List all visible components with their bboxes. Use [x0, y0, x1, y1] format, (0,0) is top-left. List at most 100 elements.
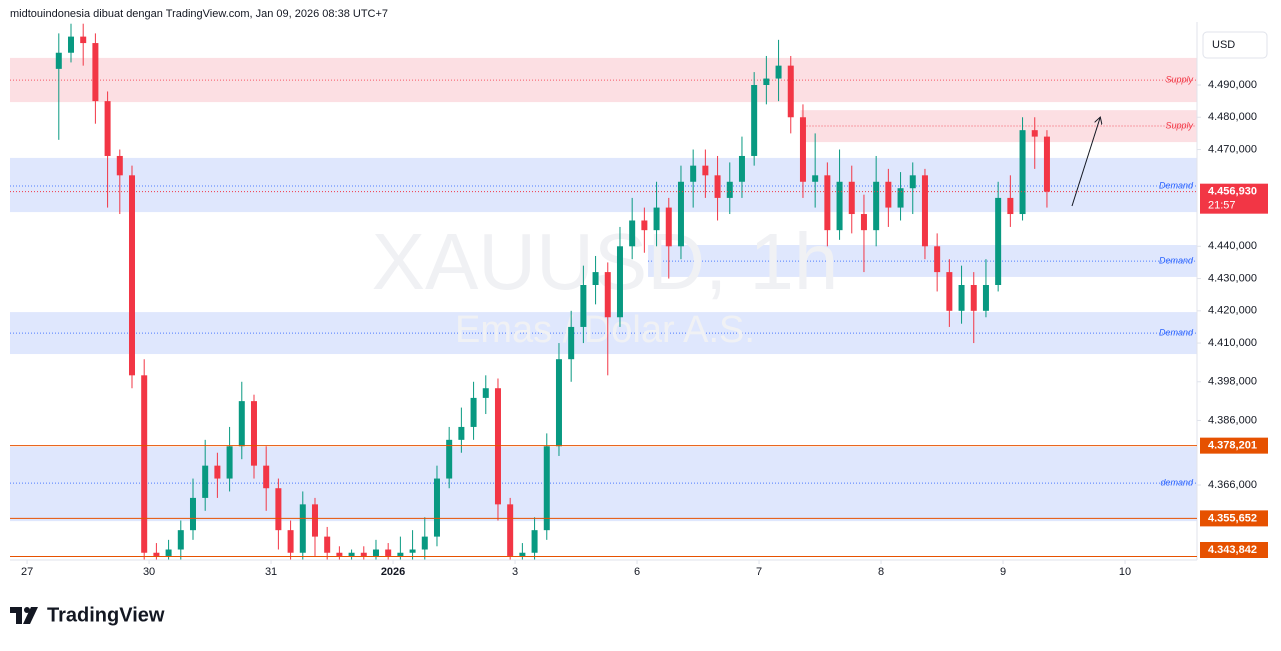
x-tick-label: 30 — [143, 566, 155, 578]
candle-body — [433, 478, 440, 537]
candle-body — [824, 175, 831, 231]
candle-body — [775, 65, 782, 79]
level-tag — [1200, 510, 1268, 527]
candle-body — [641, 220, 648, 231]
candle-body — [214, 465, 221, 479]
candle-body — [336, 552, 343, 556]
zone-label: Supply — [1165, 120, 1193, 130]
candle-body — [311, 504, 318, 537]
candle-body — [238, 401, 245, 447]
candle-body — [873, 181, 880, 231]
x-tick-label: 31 — [265, 566, 277, 578]
candle-body — [982, 285, 989, 311]
logo-icon — [10, 607, 38, 624]
candle-body — [153, 552, 160, 556]
candle-body — [738, 155, 745, 182]
candle-body — [177, 530, 184, 550]
candle-body — [275, 488, 282, 531]
candle-body — [616, 246, 623, 318]
y-tick-label: 4.410,000 — [1208, 337, 1257, 349]
candle-body — [812, 175, 819, 182]
candle-body — [482, 388, 489, 398]
x-tick-label: 27 — [21, 566, 33, 578]
candle-body — [116, 155, 123, 176]
candle-body — [909, 175, 916, 189]
countdown: 21:57 — [1208, 200, 1236, 212]
level-tag-label: 4.378,201 — [1208, 440, 1257, 452]
candle-body — [555, 359, 562, 447]
zone — [10, 446, 1197, 522]
candle-body — [653, 207, 660, 231]
level-tag-label: 4.355,652 — [1208, 512, 1257, 524]
candle-body — [348, 552, 355, 556]
candle-body — [409, 549, 416, 553]
candle-body — [848, 181, 855, 215]
y-tick-label: 4.386,000 — [1208, 414, 1257, 426]
level-tag-label: 4.343,842 — [1208, 544, 1257, 556]
candle-body — [934, 246, 941, 273]
candle-body — [397, 552, 404, 556]
candle-body — [299, 504, 306, 553]
candle-body — [751, 85, 758, 156]
candle-body — [836, 181, 843, 231]
y-tick-label: 4.398,000 — [1208, 376, 1257, 388]
x-tick-label: 3 — [512, 566, 518, 578]
candle-body — [421, 536, 428, 550]
candle-body — [446, 439, 453, 479]
candle-body — [1007, 197, 1014, 215]
x-tick-label: 7 — [756, 566, 762, 578]
candle-body — [1019, 130, 1026, 215]
candle-body — [263, 465, 270, 489]
candle-body — [580, 285, 587, 327]
currency-button[interactable] — [1202, 31, 1268, 59]
candle-body — [55, 52, 62, 69]
candle-body — [921, 175, 928, 247]
candle-body — [568, 326, 575, 360]
zone — [648, 245, 1197, 277]
y-tick-label: 4.420,000 — [1208, 305, 1257, 317]
candle-body — [690, 165, 697, 182]
candle-body — [189, 497, 196, 531]
candles — [55, 23, 1050, 560]
candle-body — [860, 214, 867, 231]
candle-body — [787, 65, 794, 118]
y-tick-label: 4.366,000 — [1208, 479, 1257, 491]
last-price-label: 4.456,930 — [1208, 186, 1257, 198]
candle-body — [604, 272, 611, 318]
candle-body — [287, 530, 294, 553]
candle-body — [80, 36, 87, 44]
candle-body — [543, 446, 550, 531]
last-price-tag — [1200, 183, 1268, 214]
currency[interactable]: USD — [1212, 39, 1235, 51]
header-text: midtouindonesia dibuat dengan TradingVie… — [10, 8, 388, 20]
candle-body — [946, 272, 953, 311]
y-tick-label: 4.480,000 — [1208, 111, 1257, 123]
level-tag — [1200, 542, 1268, 558]
zone — [10, 157, 1197, 213]
candle-body — [714, 175, 721, 198]
y-tick-label: 4.470,000 — [1208, 143, 1257, 155]
zone-label: demand — [1160, 477, 1194, 487]
y-tick-label: 4.430,000 — [1208, 272, 1257, 284]
x-tick-label: 8 — [878, 566, 884, 578]
zone-label: Demand — [1159, 256, 1194, 266]
candle-body — [885, 181, 892, 208]
candle-body — [677, 181, 684, 247]
candle-body — [531, 530, 538, 553]
candle-body — [360, 552, 367, 556]
candle-body — [104, 101, 111, 156]
candle-body — [202, 465, 209, 498]
x-tick-label: 6 — [634, 566, 640, 578]
candle-body — [226, 446, 233, 479]
candle-body — [458, 426, 465, 440]
candle-body — [665, 207, 672, 247]
level-tag — [1200, 437, 1268, 454]
arrow — [1071, 118, 1100, 207]
candle-body — [799, 117, 806, 182]
candle-body — [726, 181, 733, 198]
x-tick-label: 2026 — [381, 566, 405, 578]
candle-body — [165, 549, 172, 556]
candle-body — [958, 285, 965, 311]
candle-body — [897, 188, 904, 208]
zone-label: Demand — [1159, 180, 1194, 190]
